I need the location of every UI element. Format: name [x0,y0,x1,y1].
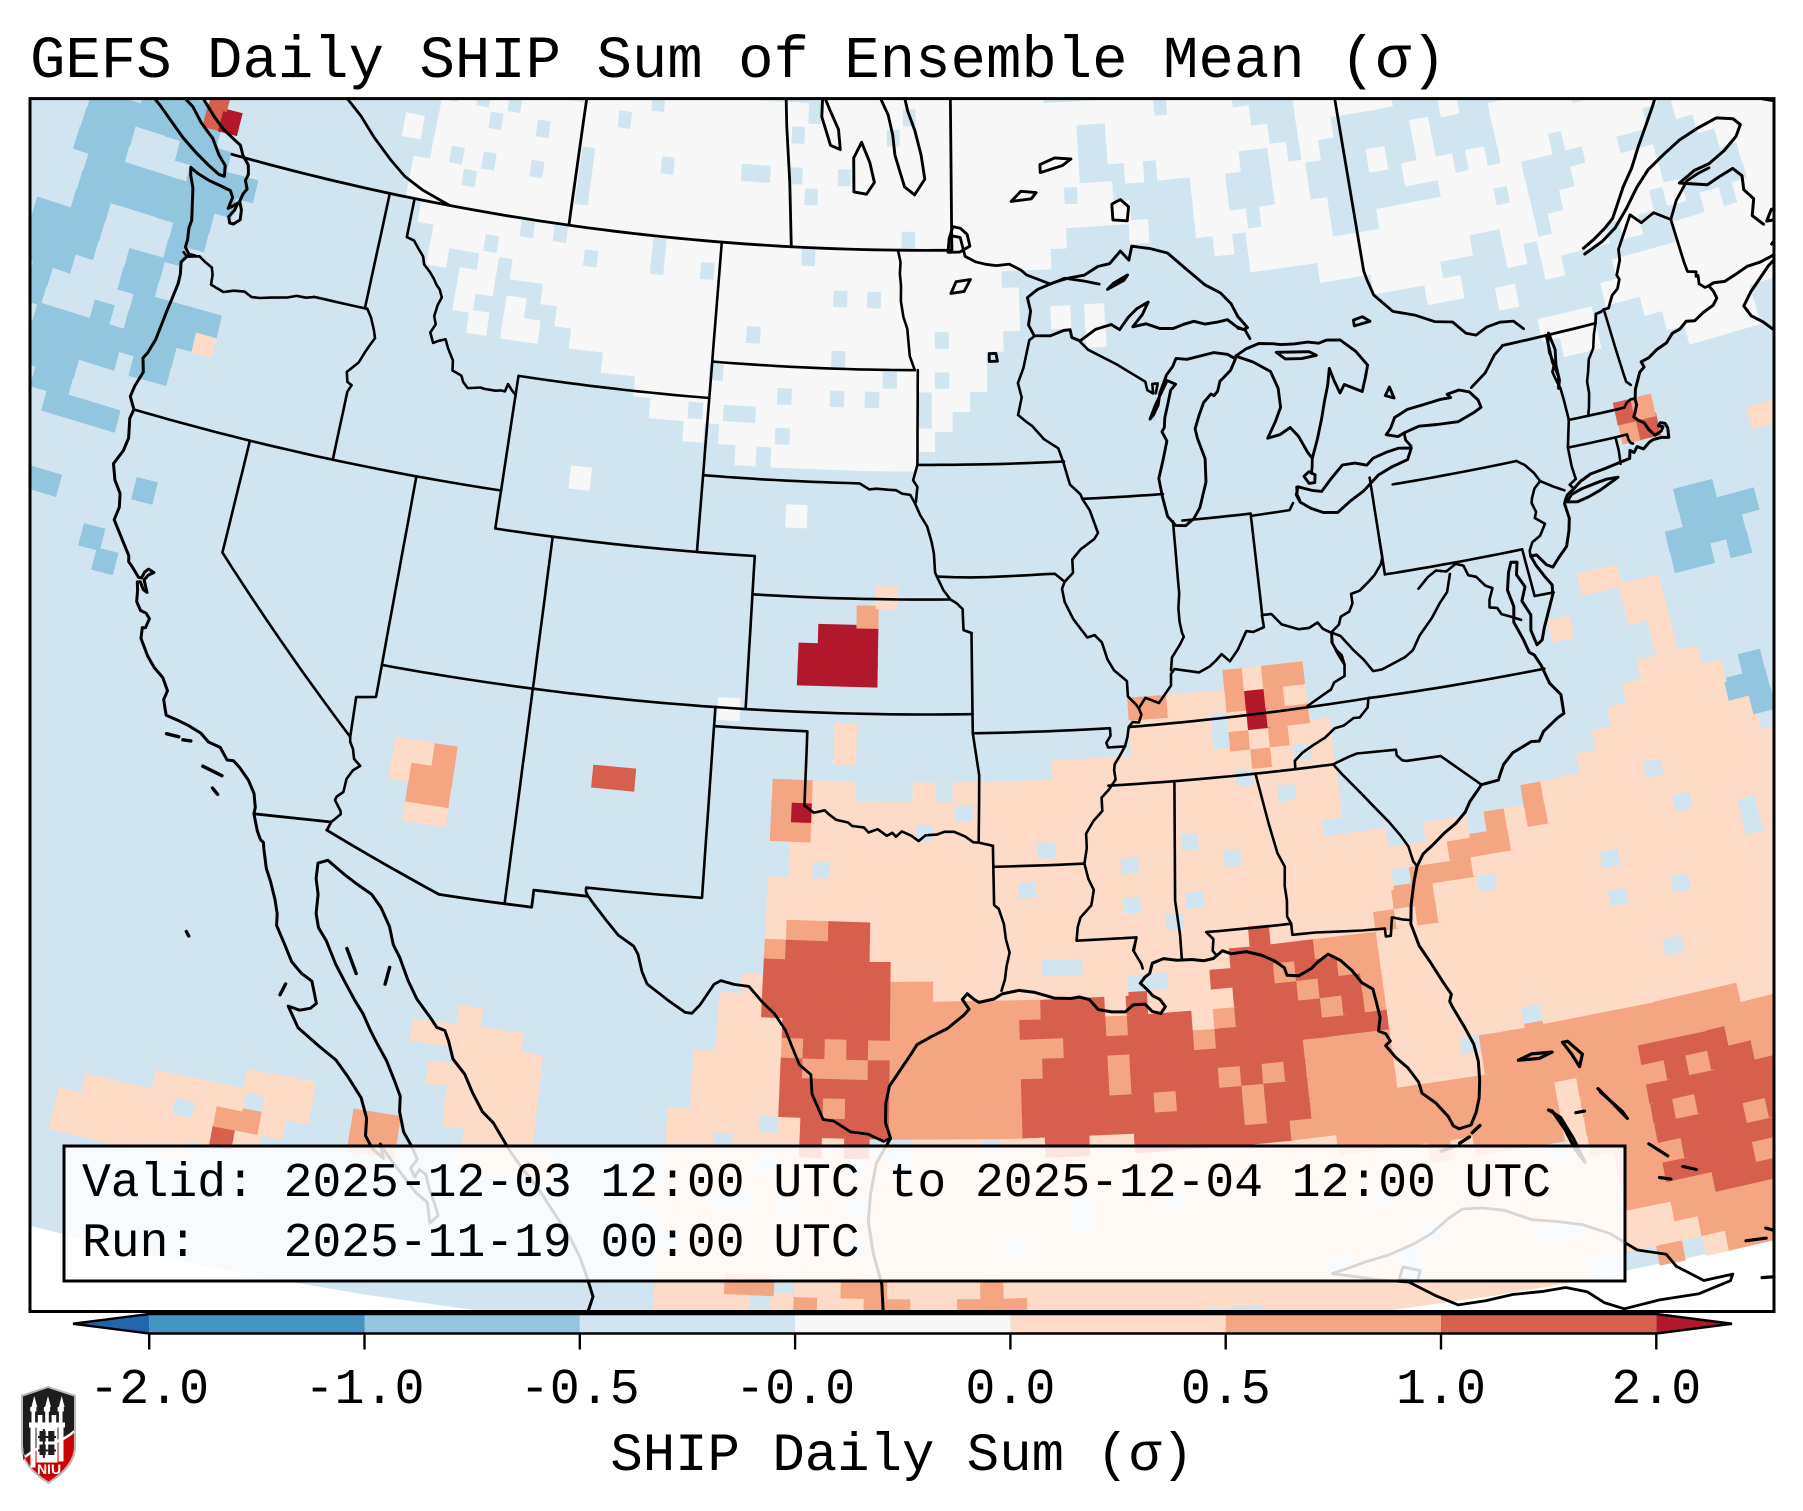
svg-text:1.0: 1.0 [1396,1362,1486,1419]
svg-text:GEFS Daily SHIP Sum of Ensembl: GEFS Daily SHIP Sum of Ensemble Mean (σ) [30,28,1446,95]
svg-text:SHIP Daily Sum (σ): SHIP Daily Sum (σ) [610,1426,1193,1487]
svg-text:-2.0: -2.0 [89,1362,209,1419]
svg-text:0.5: 0.5 [1181,1362,1271,1419]
svg-text:-0.5: -0.5 [520,1362,640,1419]
svg-text:Run: 2025-11-19 00:00 UTC: Run: 2025-11-19 00:00 UTC [82,1217,860,1271]
svg-text:0.0: 0.0 [965,1362,1055,1419]
svg-text:-1.0: -1.0 [304,1362,424,1419]
svg-text:2.0: 2.0 [1611,1362,1701,1419]
svg-text:Valid: 2025-12-03 12:00 UTC to: Valid: 2025-12-03 12:00 UTC to 2025-12-0… [82,1157,1551,1211]
svg-text:NIU: NIU [37,1461,61,1477]
svg-text:-0.0: -0.0 [735,1362,855,1419]
